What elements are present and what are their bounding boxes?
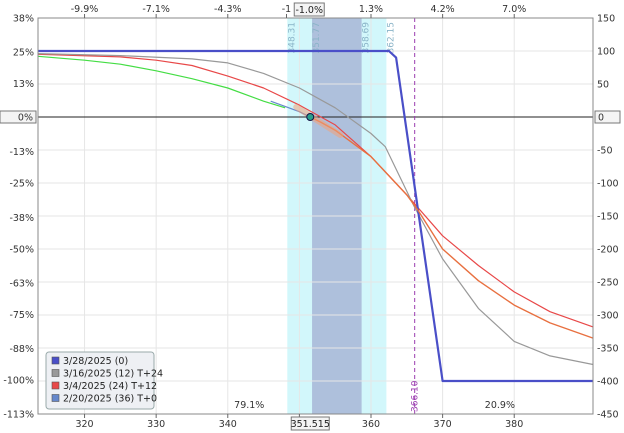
right-tick-label: -450: [597, 410, 619, 421]
right-tick-label: -50: [597, 146, 613, 157]
right-zero-box: [594, 110, 621, 124]
top-tick-label: -4.3%: [214, 4, 242, 15]
legend-box[interactable]: [45, 351, 155, 410]
bottom-tick-label: 380: [505, 419, 523, 430]
plot-frame: [37, 17, 594, 415]
right-tick-label: 150: [597, 14, 615, 25]
left-tick-label: -88%: [9, 344, 34, 355]
top-current-label: -1.0%: [295, 5, 323, 16]
right-zero-label: 0: [598, 113, 604, 124]
left-tick-label: -25%: [9, 179, 34, 190]
series-line-2: [37, 53, 594, 328]
left-tick-label: -13%: [9, 147, 34, 158]
legend-swatch: [51, 356, 60, 365]
legend-entry: 2/20/2025 (36) T+0: [63, 394, 157, 405]
bottom-tick-label: 330: [147, 419, 165, 430]
right-tick-label: -250: [597, 278, 619, 289]
bottom-tick-label: 320: [75, 419, 93, 430]
extra-line-0: [37, 55, 286, 109]
band-label: 362.15: [386, 22, 396, 54]
legend[interactable]: 3/28/2025 (0) 3/16/2025 (12) T+243/4/2025…: [45, 351, 163, 410]
markers-layer: [293, 104, 344, 138]
left-tick-label: -75%: [9, 310, 34, 321]
current-price-highlight: [293, 104, 344, 138]
legend-entry: 3/4/2025 (24) T+12: [63, 381, 157, 392]
top-tick-label: -1: [282, 4, 291, 15]
top-current-box: [293, 2, 325, 17]
top-tick-label: 7.0%: [502, 4, 526, 15]
probability-label: 20.9%: [485, 400, 515, 411]
top-tick-label: 1.3%: [359, 4, 383, 15]
legend-entry: 3/16/2025 (12) T+24: [63, 369, 163, 380]
right-tick-label: -350: [597, 344, 619, 355]
band-label: 358.69: [362, 22, 372, 54]
left-zero-box: [0, 110, 37, 124]
right-tick-label: 100: [597, 47, 615, 58]
current-price-label: 351.515: [291, 419, 330, 430]
top-tick-label: -9.9%: [71, 4, 99, 15]
right-tick-label: -300: [597, 311, 619, 322]
current-price-marker: [306, 113, 315, 121]
series-line-1: [37, 53, 594, 366]
probability-label: 79.1%: [234, 400, 264, 411]
band-label: 348.31: [287, 22, 297, 54]
legend-entry: 3/28/2025 (0): [63, 356, 128, 367]
right-tick-label: -150: [597, 212, 619, 223]
top-tick-label: 4.2%: [431, 4, 455, 15]
left-tick-label: -50%: [9, 244, 34, 255]
left-zero-label: 0%: [18, 113, 33, 124]
breakeven-label: 366.10: [411, 380, 421, 412]
series-line-0: [38, 49, 593, 383]
left-tick-label: 25%: [13, 48, 34, 59]
current-price-box: [290, 416, 330, 431]
legend-swatch: [51, 381, 60, 390]
bottom-tick-label: 370: [434, 419, 452, 430]
left-tick-label: -113%: [3, 410, 34, 421]
left-tick-label: -63%: [9, 278, 34, 289]
left-tick-label: 13%: [13, 79, 34, 90]
right-tick-label: -100: [597, 179, 619, 190]
band-label: 351.77: [312, 22, 322, 54]
right-tick-label: 50: [597, 80, 609, 91]
legend-swatch: [51, 394, 60, 402]
bottom-tick-label: 340: [219, 419, 237, 430]
right-tick-label: -400: [597, 377, 619, 388]
left-tick-label: 38%: [13, 14, 34, 25]
right-tick-label: -200: [597, 245, 619, 256]
legend-swatch: [51, 369, 60, 377]
left-tick-label: -100%: [3, 375, 34, 386]
top-tick-label: -7.1%: [142, 4, 170, 15]
bottom-tick-label: 360: [362, 419, 380, 430]
left-tick-label: -38%: [9, 213, 34, 224]
